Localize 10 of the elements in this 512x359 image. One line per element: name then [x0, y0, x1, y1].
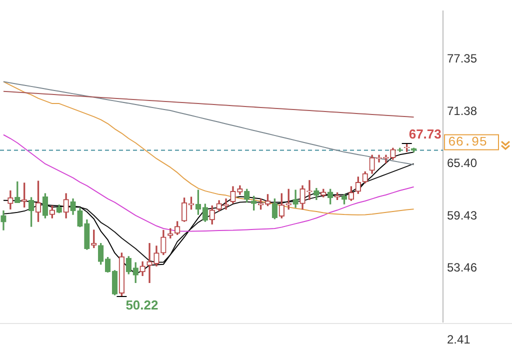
y-tick-label: 71.38 [447, 104, 478, 118]
y-tick-label: 65.40 [447, 156, 478, 170]
text: 2.41 [447, 332, 471, 346]
annotation: 50.22 [126, 298, 158, 313]
ref-line-label: 66.95 [448, 134, 488, 150]
y-tick-label: 53.46 [447, 260, 478, 274]
y-tick-label: 59.43 [447, 208, 478, 222]
y-tick-label: 77.35 [447, 52, 478, 66]
candlestick [146, 243, 152, 284]
annotation: 67.73 [408, 126, 442, 142]
